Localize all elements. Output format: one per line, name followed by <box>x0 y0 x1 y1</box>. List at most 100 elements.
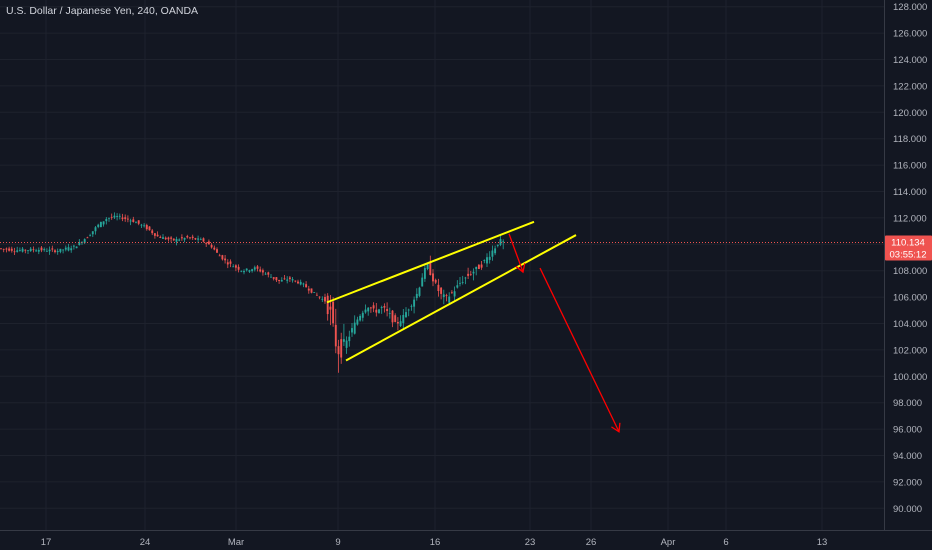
candle-body <box>64 247 67 250</box>
candle-body <box>159 236 162 238</box>
candle-body <box>153 233 156 236</box>
y-tick-label: 128.000 <box>893 2 927 13</box>
candle-body <box>383 305 386 308</box>
candle-body <box>189 237 191 239</box>
candle-body <box>213 247 216 250</box>
candle-body <box>121 217 124 220</box>
candle-body <box>251 269 254 272</box>
candle-body <box>234 265 237 268</box>
candle-body <box>410 305 413 307</box>
candle-body <box>461 282 464 283</box>
candle-body <box>21 248 24 252</box>
candle-body <box>334 324 337 347</box>
candle-body <box>216 249 218 253</box>
candle-body <box>421 277 424 287</box>
candle-body <box>326 295 329 315</box>
arrow-target-shaft <box>539 267 620 433</box>
candle-body <box>332 301 335 324</box>
candle-body <box>475 266 478 270</box>
y-tick-label: 118.000 <box>893 134 927 145</box>
candle-body <box>394 315 397 322</box>
candle-body <box>364 309 367 313</box>
y-tick-label: 112.000 <box>893 213 927 224</box>
candle-body <box>329 306 332 310</box>
candle-body <box>13 251 16 253</box>
candle-body <box>272 277 275 279</box>
x-tick-label: 17 <box>41 537 52 548</box>
candle-body <box>32 249 35 251</box>
candle-body <box>448 296 451 303</box>
candle-body <box>305 284 308 288</box>
arrow-target[interactable] <box>539 267 621 433</box>
candle-body <box>369 307 372 309</box>
candle-body <box>186 236 189 238</box>
candle-body <box>175 238 178 242</box>
candle-body <box>137 220 140 224</box>
candle-body <box>197 238 200 240</box>
candle-body <box>380 307 383 309</box>
candle-body <box>180 237 183 239</box>
y-tick-label: 100.000 <box>893 372 927 383</box>
candle-body <box>337 346 340 355</box>
candle-body <box>294 280 297 282</box>
candle-body <box>278 279 281 282</box>
candle-body <box>56 251 59 253</box>
candle-body <box>275 277 278 281</box>
candle-body <box>348 336 351 342</box>
candle-body <box>232 266 235 268</box>
grid <box>0 0 884 530</box>
candle-body <box>324 297 326 302</box>
candle-body <box>356 319 359 325</box>
candle-body <box>202 238 205 242</box>
candle-body <box>221 255 224 260</box>
candle-body <box>218 255 221 257</box>
candle-body <box>372 305 375 309</box>
candle-body <box>375 309 378 313</box>
candle-body <box>43 249 46 251</box>
arrow-short-shaft <box>508 233 524 273</box>
candle-body <box>459 282 461 284</box>
candle-body <box>172 238 175 241</box>
candle-body <box>418 287 421 296</box>
candle-body <box>480 264 483 268</box>
candle-body <box>494 248 497 254</box>
candle-body <box>199 239 202 240</box>
candle-body <box>102 221 105 225</box>
upper-trendline[interactable] <box>326 220 535 304</box>
x-tick-label: 6 <box>723 537 728 548</box>
candle-body <box>37 249 40 252</box>
x-tick-label: 24 <box>140 537 151 548</box>
annotations[interactable] <box>326 220 621 433</box>
candle-body <box>415 293 418 299</box>
candle-body <box>29 248 32 252</box>
y-tick-label: 126.000 <box>893 29 927 40</box>
candle-body <box>67 247 70 251</box>
candle-body <box>124 217 127 219</box>
candle-body <box>54 250 56 253</box>
candle-body <box>72 245 75 247</box>
candle-body <box>491 250 494 257</box>
candle-body <box>94 227 97 232</box>
candle-body <box>378 309 380 313</box>
candle-body <box>151 230 154 234</box>
lower-trendline[interactable] <box>345 234 577 362</box>
candle-body <box>167 237 170 240</box>
x-tick-label: 23 <box>525 537 536 548</box>
candle-body <box>140 224 143 226</box>
candle-body <box>59 248 62 252</box>
arrow-short[interactable] <box>508 233 526 274</box>
candle-body <box>399 321 402 326</box>
candle-body <box>113 215 116 218</box>
candle-body <box>437 284 440 291</box>
candle-body <box>264 273 267 275</box>
candle-body <box>89 235 92 237</box>
candle-body <box>467 273 470 276</box>
candle-body <box>183 237 186 240</box>
candle-body <box>270 276 272 278</box>
candle-body <box>413 299 416 307</box>
candle-body <box>297 281 299 284</box>
candle-body <box>432 273 434 282</box>
candle-body <box>259 269 262 272</box>
